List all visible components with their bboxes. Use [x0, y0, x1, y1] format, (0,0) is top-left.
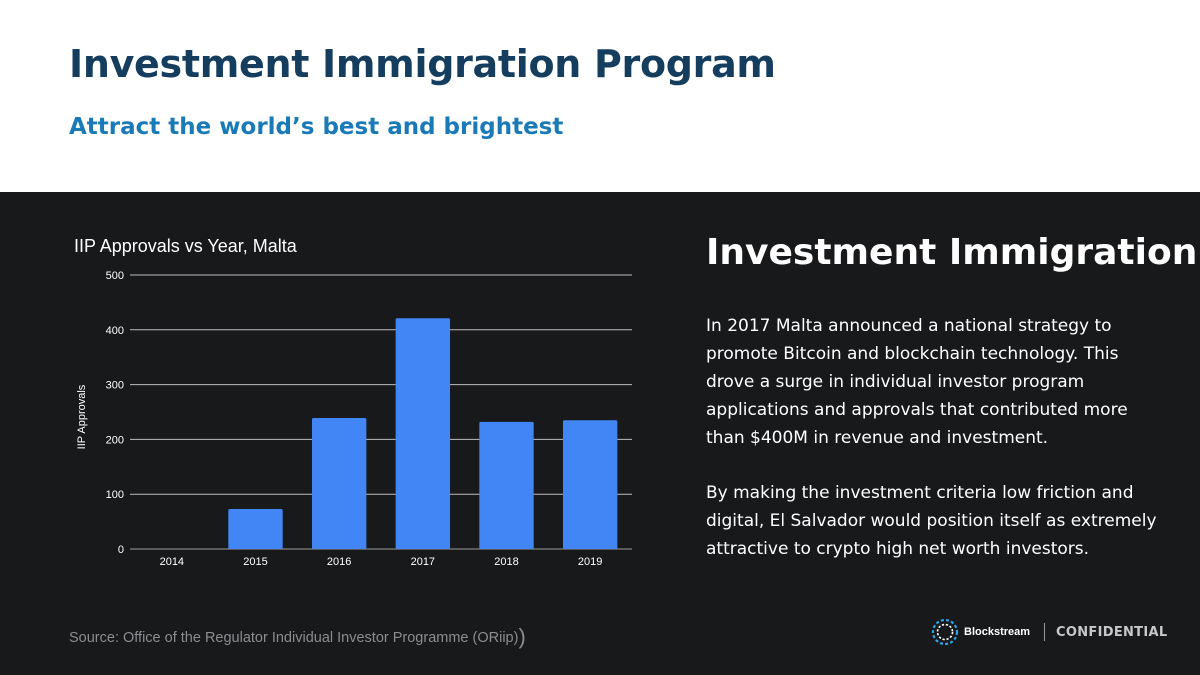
bar-2015: [228, 508, 283, 549]
brand-name: Blockstream: [964, 626, 1031, 638]
page-title: Investment Immigration Program: [69, 42, 776, 86]
bar-2019: [562, 420, 618, 549]
y-tick-label: 0: [118, 544, 124, 556]
source-trailing-paren: ): [518, 624, 526, 649]
chart-gridlines: [130, 274, 632, 550]
header-section: Investment Immigration Program Attract t…: [0, 0, 1200, 192]
y-tick-label: 100: [106, 489, 124, 501]
source-text: Source: Office of the Regulator Individu…: [69, 630, 519, 646]
x-tick-label: 2018: [494, 556, 518, 568]
x-tick-label: 2017: [411, 556, 435, 568]
blockstream-logo-icon: [931, 618, 959, 646]
y-tick-label: 300: [106, 380, 124, 392]
page-subtitle: Attract the world’s best and brightest: [69, 114, 564, 140]
y-tick-label: 500: [106, 270, 124, 282]
side-body: In 2017 Malta announced a national strat…: [706, 312, 1158, 590]
chart-title: IIP Approvals vs Year, Malta: [74, 236, 298, 256]
x-tick-label: 2019: [578, 556, 602, 568]
side-paragraph-2: By making the investment criteria low fr…: [706, 483, 1157, 559]
chart-y-axis-label: IIP Approvals: [76, 384, 88, 449]
approvals-bar-chart: IIP Approvals vs Year, Malta 0 100 200 300 4…: [74, 236, 632, 568]
chart-bars: [228, 318, 618, 549]
side-heading: Investment Immigration: [706, 232, 1198, 273]
bar-2016: [311, 418, 367, 549]
bar-2018: [479, 421, 534, 549]
y-tick-label: 400: [106, 325, 124, 337]
bar-2017: [395, 318, 451, 549]
x-tick-label: 2014: [160, 556, 184, 568]
confidential-label: CONFIDENTIAL: [1056, 624, 1168, 640]
y-tick-label: 200: [106, 434, 124, 446]
side-paragraph-1: In 2017 Malta announced a national strat…: [706, 316, 1128, 448]
footer: Blockstream CONFIDENTIAL: [930, 617, 1167, 647]
chart-x-ticks: 2014 2015 2016 2017 2018 2019: [160, 556, 603, 568]
footer-divider: [1044, 623, 1046, 641]
chart-y-ticks: 0 100 200 300 400 500: [106, 270, 124, 556]
x-tick-label: 2016: [327, 556, 351, 568]
chart-source-note: Source: Office of the Regulator Individu…: [69, 622, 526, 649]
x-tick-label: 2015: [243, 556, 267, 568]
